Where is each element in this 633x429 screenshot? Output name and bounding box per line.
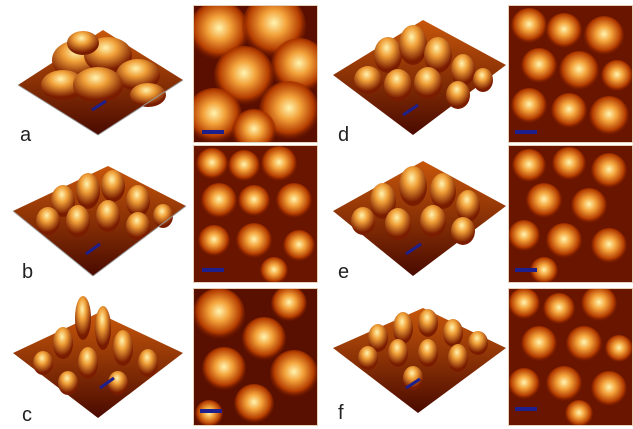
scale-bar-a (202, 130, 224, 134)
row-1: a (0, 0, 633, 146)
panel-label-b: b (22, 261, 34, 283)
scale-bar-f (515, 407, 537, 411)
scale-bar-e (515, 268, 537, 272)
panel-label-c: c (22, 404, 32, 426)
afm-2d-image-c (193, 288, 318, 426)
panel-label-a: a (20, 124, 32, 146)
afm-2d-image-f (508, 288, 633, 426)
afm-2d-image-e (508, 145, 633, 283)
panel-label-d: d (338, 124, 350, 146)
scale-bar-b (202, 268, 224, 272)
afm-3d-surface-e (328, 146, 508, 281)
panel-label-f: f (338, 402, 344, 424)
afm-2d-image-b (193, 145, 318, 283)
afm-2d-image-a (193, 5, 318, 143)
afm-3d-surface-f (328, 288, 508, 423)
scale-bar-d (515, 130, 537, 134)
afm-3d-surface-b (8, 146, 188, 281)
panel-label-e: e (338, 261, 350, 283)
row-3: c (0, 286, 633, 429)
afm-2d-image-d (508, 5, 633, 143)
afm-3d-surface-d (328, 5, 508, 140)
row-2: b (0, 143, 633, 286)
afm-3d-surface-a (8, 5, 188, 140)
afm-3d-surface-c (8, 288, 188, 423)
scale-bar-c (200, 409, 222, 413)
